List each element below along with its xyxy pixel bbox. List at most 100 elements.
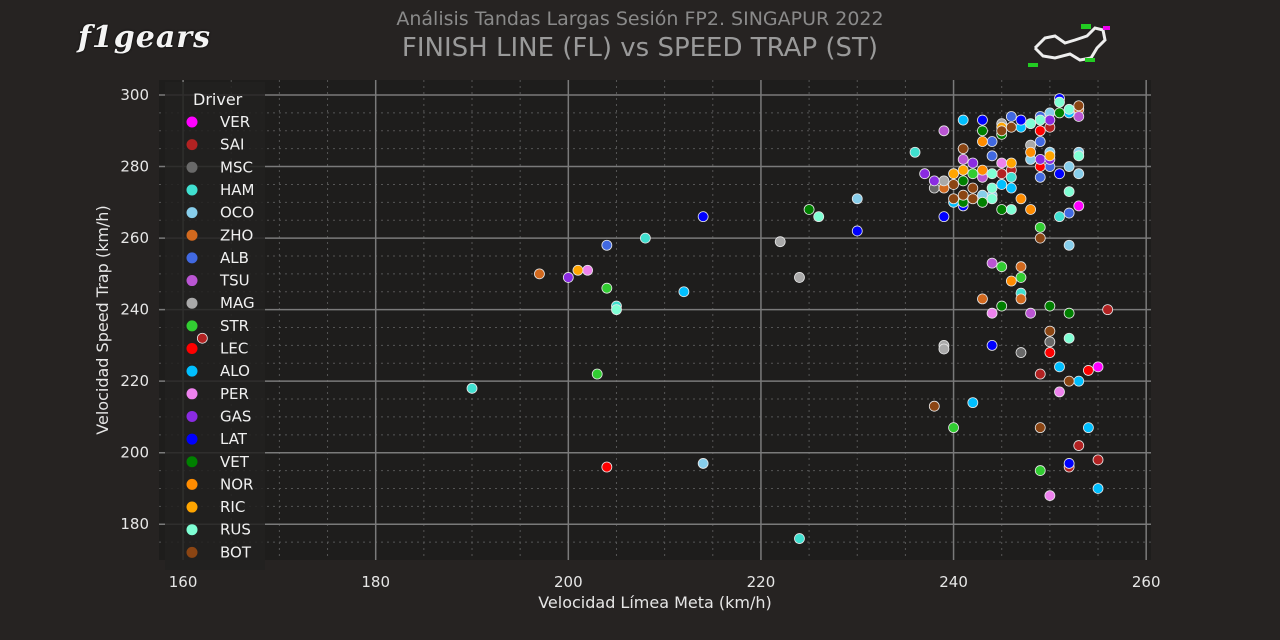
data-point-alb [986,136,998,147]
data-point-rus [1034,114,1046,126]
data-point-bot [1034,232,1046,244]
data-point-bot [1063,375,1075,387]
data-point-gas [919,168,931,180]
data-point-bot [967,193,979,205]
data-point-rus [1025,118,1037,130]
data-point-alo [1005,182,1017,194]
data-point-sai [1102,304,1114,316]
data-point-gas [1044,114,1056,126]
data-point-nor [1005,275,1017,287]
data-point-vet [996,204,1008,215]
data-point-tsu [938,125,950,137]
data-point-vet [977,196,988,208]
track-map-icon [1028,24,1110,67]
legend-marker-ric [186,501,198,513]
legend-label-ham: HAM [220,181,254,199]
y-tick-label: 220 [120,372,149,390]
data-point-lat [977,114,988,126]
data-point-alo [1092,483,1104,494]
data-point-lat [986,339,998,351]
data-point-sai [1073,440,1085,451]
legend-marker-mag [186,297,198,309]
chart-title: FINISH LINE (FL) vs SPEED TRAP (ST) [401,33,879,63]
legend-marker-str [186,320,198,332]
y-tick-label: 280 [120,158,149,176]
legend-label-vet: VET [220,453,250,471]
data-point-alo [1073,375,1085,387]
data-point-ham [466,382,478,394]
data-point-ham [909,146,921,158]
legend-label-bot: BOT [220,543,252,561]
data-point-rus [1005,204,1017,215]
x-tick-label: 220 [747,573,776,591]
data-point-bot [957,189,969,201]
data-point-ric [1044,150,1056,162]
data-point-oco [1063,161,1075,172]
data-point-lec [601,461,613,473]
data-point-str [601,282,613,294]
data-point-alo [1082,422,1094,434]
data-point-alb [1063,207,1075,219]
data-point-ham [1005,171,1017,183]
data-point-oco [851,193,863,205]
x-tick-label: 240 [939,573,968,591]
data-point-rus [1073,150,1085,162]
data-point-sai [996,168,1008,180]
data-point-zho [1015,293,1027,305]
data-point-sai [196,332,208,344]
data-point-bot [948,193,959,205]
y-tick-label: 180 [120,515,149,533]
x-axis-label: Velocidad Límea Meta (km/h) [538,593,772,612]
legend-marker-sai [186,139,198,151]
legend-label-str: STR [220,317,249,335]
legend-label-nor: NOR [220,475,253,493]
legend-marker-oco [186,207,198,219]
data-point-msc [1015,347,1027,358]
data-point-lec [1082,365,1094,376]
data-point-rus [611,304,622,316]
data-point-tsu [986,257,998,269]
data-point-ham [794,533,805,544]
data-point-str [1015,272,1027,283]
y-tick-label: 300 [120,86,149,104]
legend-marker-ham [186,184,198,196]
data-point-nor [1025,146,1037,158]
data-point-str [948,422,959,434]
data-point-tsu [957,154,969,165]
legend-marker-vet [186,456,198,468]
data-point-alo [678,286,690,298]
legend-marker-tsu [186,275,198,287]
y-axis-label: Velocidad Speed Trap (km/h) [93,205,112,434]
data-point-lat [1015,114,1027,126]
data-point-mag [794,272,805,283]
data-point-lat [1054,168,1065,180]
legend-marker-gas [186,410,198,422]
data-point-lat [938,211,950,223]
data-point-tsu [1073,111,1085,122]
data-point-per [1044,490,1056,502]
data-point-zho [534,268,545,280]
data-point-mag [938,175,950,187]
data-point-per [986,307,998,319]
data-point-ric [1005,157,1017,169]
legend-label-ver: VER [220,113,250,131]
f1gears-logo: f1gears [78,20,211,55]
data-point-ver [1073,200,1085,212]
data-point-mag [774,236,786,248]
data-point-zho [1015,261,1027,273]
data-point-alo [996,179,1008,190]
data-point-ham [639,232,651,244]
legend-label-zho: ZHO [220,226,253,244]
legend-marker-alo [186,365,198,377]
data-point-alb [1005,111,1017,122]
legend-marker-per [186,388,198,400]
data-point-bot [928,400,940,412]
data-point-oco [1073,168,1085,180]
legend-label-per: PER [220,385,249,403]
data-point-ham [1054,211,1065,223]
data-point-gas [967,157,979,169]
data-point-str [967,168,979,180]
plot-area [159,80,1151,560]
legend-label-gas: GAS [220,407,251,425]
data-point-bot [967,182,979,194]
